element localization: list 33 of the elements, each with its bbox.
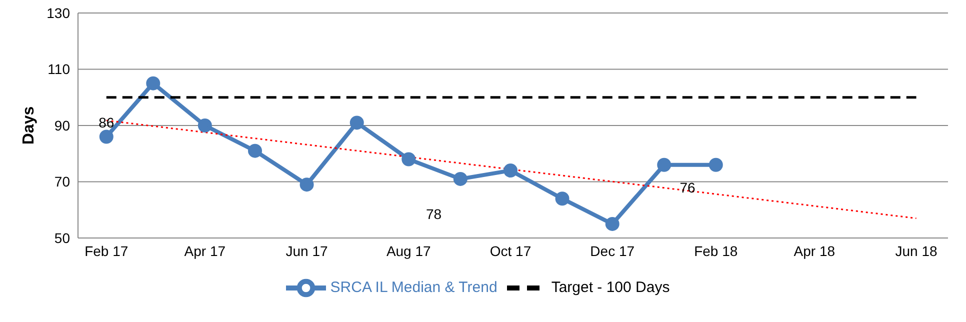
point bbox=[402, 152, 416, 166]
x-tick-label: Feb 18 bbox=[694, 242, 738, 259]
point bbox=[657, 158, 672, 172]
x-tick-label: Feb 17 bbox=[84, 242, 128, 259]
point bbox=[248, 144, 262, 158]
x-tick-label: Aug 17 bbox=[386, 242, 432, 259]
legend-label: Target - 100 Days bbox=[551, 278, 670, 296]
annotation: 78 bbox=[426, 206, 442, 222]
y-tick-label: 50 bbox=[54, 230, 70, 246]
point bbox=[453, 172, 468, 186]
annotation: 76 bbox=[680, 179, 696, 196]
legend-label: SRCA IL Median & Trend bbox=[330, 278, 498, 296]
x-tick-label: Apr 17 bbox=[184, 242, 226, 259]
point bbox=[198, 118, 212, 132]
y-tick-label: 70 bbox=[54, 174, 70, 190]
point bbox=[146, 76, 160, 90]
x-tick-label: Jun 17 bbox=[286, 242, 328, 259]
x-tick-label: Apr 18 bbox=[794, 242, 836, 259]
x-tick-label: Dec 17 bbox=[590, 242, 635, 259]
y-axis-title: Days bbox=[20, 106, 38, 145]
point bbox=[503, 164, 518, 178]
y-tick-label: 90 bbox=[54, 117, 70, 134]
point bbox=[99, 130, 114, 144]
point bbox=[300, 178, 314, 192]
y-tick-label: 110 bbox=[48, 61, 70, 78]
annotation: 86 bbox=[98, 114, 114, 131]
point bbox=[350, 116, 364, 130]
point bbox=[605, 216, 620, 231]
x-tick-label: Oct 17 bbox=[490, 242, 532, 259]
point bbox=[555, 192, 570, 206]
point bbox=[708, 158, 723, 172]
x-tick-label: Jun 18 bbox=[895, 242, 938, 259]
y-tick-label: 130 bbox=[46, 4, 70, 21]
